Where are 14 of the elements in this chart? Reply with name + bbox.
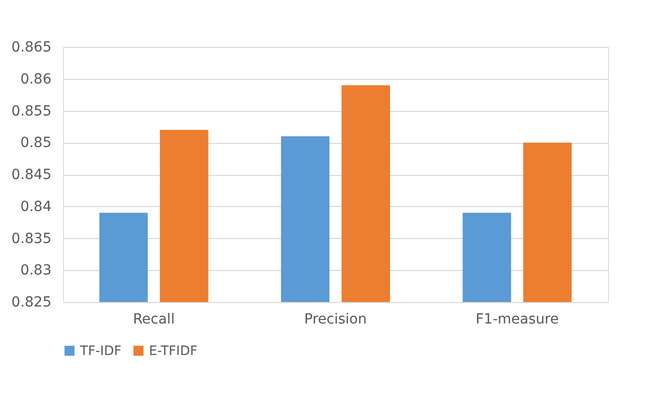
y-tick-label: 0.855 xyxy=(11,103,52,120)
y-tick-label: 0.83 xyxy=(20,262,52,279)
y-tick-label: 0.85 xyxy=(20,135,52,152)
y-tick-label: 0.845 xyxy=(11,167,52,183)
x-tick-label: F1-measure xyxy=(476,312,559,328)
legend-label: TF-IDF xyxy=(79,344,122,359)
y-tick-label: 0.865 xyxy=(11,40,52,56)
y-tick-label: 0.86 xyxy=(20,71,52,88)
legend-label: E-TFIDF xyxy=(149,344,198,359)
y-tick-label: 0.835 xyxy=(11,230,52,247)
y-tick-label: 0.84 xyxy=(20,198,52,215)
x-tick-label: Recall xyxy=(132,312,175,328)
x-tick-label: Precision xyxy=(304,312,367,328)
y-tick-label: 0.825 xyxy=(11,294,52,310)
